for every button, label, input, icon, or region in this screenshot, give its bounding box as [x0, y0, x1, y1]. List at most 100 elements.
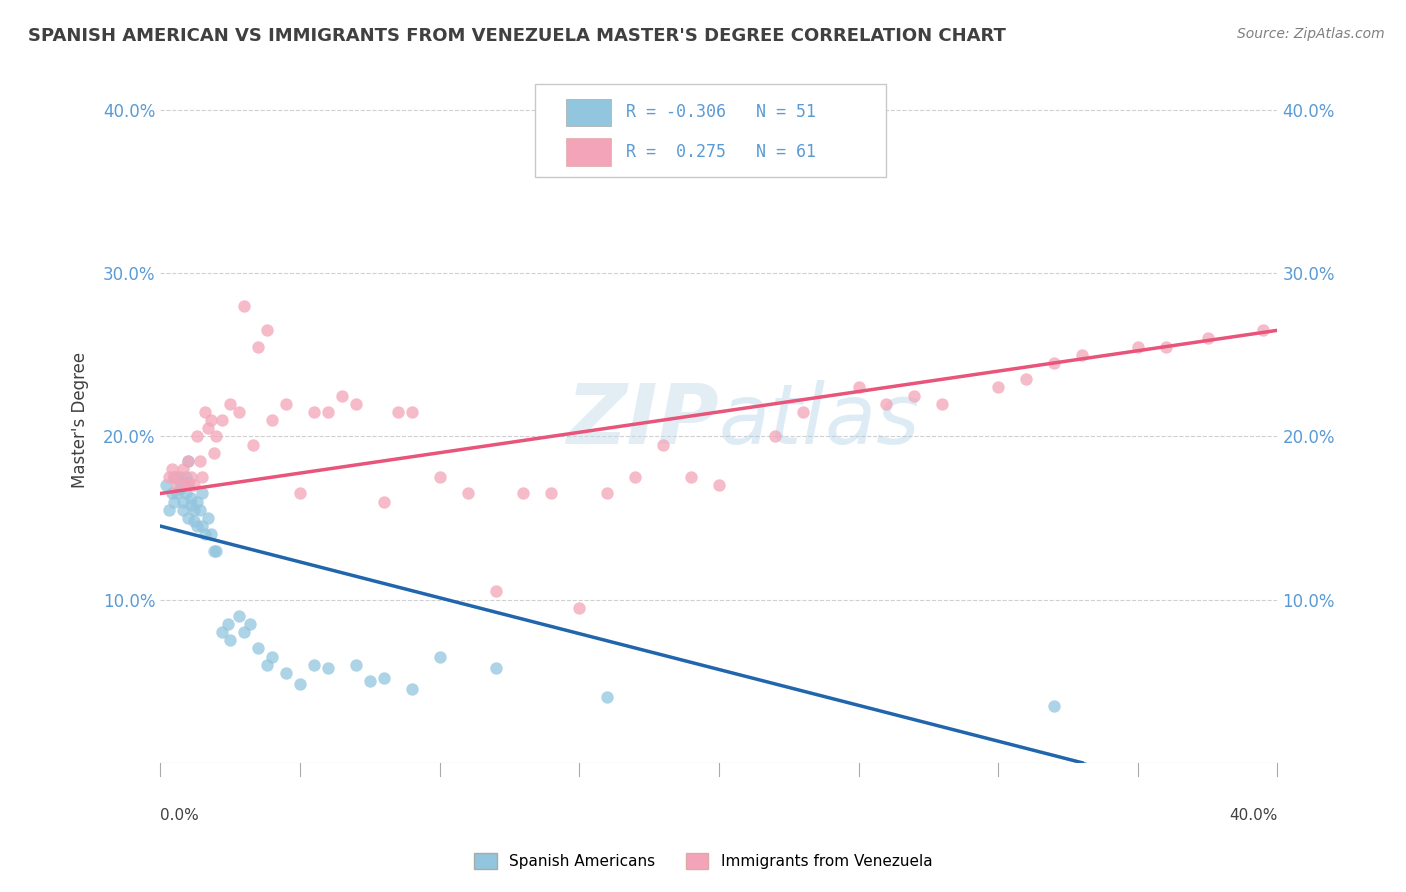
Point — [157, 503, 180, 517]
Point — [1126, 340, 1149, 354]
FancyBboxPatch shape — [534, 84, 886, 177]
Point — [512, 486, 534, 500]
Point — [233, 625, 256, 640]
Point — [197, 511, 219, 525]
Point — [163, 494, 186, 508]
Point — [262, 413, 284, 427]
Point — [174, 486, 197, 500]
Point — [219, 397, 242, 411]
Point — [344, 657, 367, 672]
Point — [200, 527, 222, 541]
Point — [387, 405, 409, 419]
Text: 40.0%: 40.0% — [1229, 808, 1278, 823]
Point — [183, 478, 205, 492]
Point — [155, 478, 177, 492]
Point — [228, 405, 250, 419]
Text: 0.0%: 0.0% — [160, 808, 200, 823]
Point — [177, 454, 200, 468]
Point — [174, 478, 197, 492]
Point — [429, 470, 451, 484]
Point — [160, 486, 183, 500]
Point — [288, 486, 311, 500]
Point — [373, 494, 395, 508]
Point — [848, 380, 870, 394]
Point — [1043, 356, 1066, 370]
Point — [180, 498, 202, 512]
Point — [211, 413, 233, 427]
Y-axis label: Master's Degree: Master's Degree — [72, 352, 89, 488]
Point — [166, 470, 188, 484]
Point — [157, 470, 180, 484]
Point — [217, 617, 239, 632]
Point — [172, 503, 194, 517]
Point — [247, 641, 270, 656]
Point — [166, 478, 188, 492]
Point — [401, 682, 423, 697]
Point — [186, 494, 208, 508]
Point — [163, 470, 186, 484]
Point — [484, 661, 506, 675]
Point — [174, 470, 197, 484]
Point — [177, 475, 200, 489]
Point — [191, 486, 214, 500]
Point — [183, 503, 205, 517]
Point — [1043, 698, 1066, 713]
Point — [183, 514, 205, 528]
Point — [1154, 340, 1177, 354]
Point — [344, 397, 367, 411]
Point — [160, 462, 183, 476]
Point — [188, 454, 211, 468]
Point — [247, 340, 270, 354]
Point — [987, 380, 1010, 394]
Point — [186, 429, 208, 443]
Text: SPANISH AMERICAN VS IMMIGRANTS FROM VENEZUELA MASTER'S DEGREE CORRELATION CHART: SPANISH AMERICAN VS IMMIGRANTS FROM VENE… — [28, 27, 1007, 45]
Point — [596, 486, 619, 500]
Text: Source: ZipAtlas.com: Source: ZipAtlas.com — [1237, 27, 1385, 41]
Point — [262, 649, 284, 664]
Point — [166, 486, 188, 500]
Point — [191, 519, 214, 533]
Point — [256, 657, 278, 672]
Text: atlas: atlas — [718, 380, 921, 460]
Point — [186, 519, 208, 533]
Point — [1197, 331, 1219, 345]
Point — [200, 413, 222, 427]
Point — [316, 661, 339, 675]
Point — [903, 388, 925, 402]
Point — [596, 690, 619, 705]
Point — [792, 405, 814, 419]
Point — [188, 503, 211, 517]
Point — [875, 397, 897, 411]
Point — [763, 429, 786, 443]
Point — [180, 470, 202, 484]
Point — [302, 657, 325, 672]
Point — [288, 677, 311, 691]
Point — [163, 470, 186, 484]
Point — [276, 397, 298, 411]
Point — [211, 625, 233, 640]
Point — [568, 600, 591, 615]
Point — [177, 478, 200, 492]
Point — [457, 486, 479, 500]
Point — [359, 674, 381, 689]
Point — [228, 608, 250, 623]
Point — [177, 454, 200, 468]
Point — [194, 527, 217, 541]
Point — [191, 470, 214, 484]
Point — [202, 543, 225, 558]
Point — [401, 405, 423, 419]
Point — [239, 617, 262, 632]
Point — [302, 405, 325, 419]
Point — [624, 470, 647, 484]
Point — [931, 397, 953, 411]
Point — [172, 494, 194, 508]
Point — [429, 649, 451, 664]
Point — [373, 671, 395, 685]
Point — [180, 491, 202, 506]
Point — [707, 478, 730, 492]
Legend: Spanish Americans, Immigrants from Venezuela: Spanish Americans, Immigrants from Venez… — [468, 847, 938, 875]
Point — [169, 470, 191, 484]
Point — [219, 633, 242, 648]
Point — [652, 437, 675, 451]
Point — [194, 405, 217, 419]
